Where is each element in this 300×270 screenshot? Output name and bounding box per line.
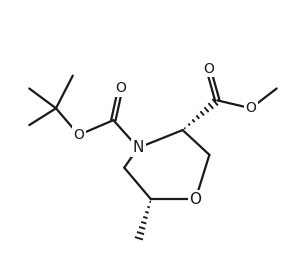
Text: O: O [190,192,202,207]
Text: N: N [132,140,144,155]
Text: O: O [245,101,256,115]
Text: O: O [73,128,84,142]
Text: O: O [115,82,126,96]
Text: O: O [203,62,214,76]
